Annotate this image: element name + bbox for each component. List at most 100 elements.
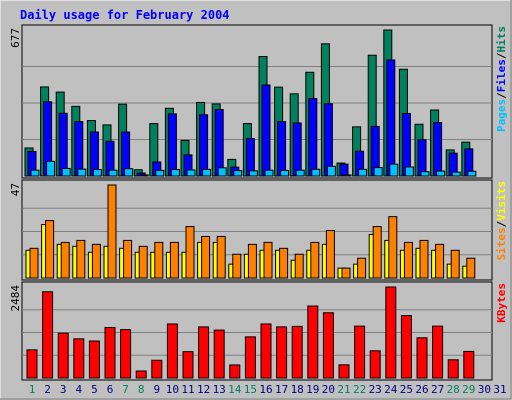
bar-kbytes — [447, 359, 459, 379]
bar-kbytes — [42, 291, 54, 379]
bar-pages — [233, 170, 243, 177]
bar-pages — [248, 170, 258, 177]
bar-kbytes — [166, 323, 178, 379]
bar-kbytes — [354, 325, 366, 379]
day-label: 4 — [75, 383, 82, 396]
bar-kbytes — [463, 350, 475, 379]
bar-files — [277, 121, 287, 177]
bar-sites — [45, 220, 55, 279]
bar-kbytes — [88, 340, 100, 379]
bar-pages — [30, 169, 40, 177]
bar-files — [323, 103, 333, 177]
bar-sites — [435, 243, 445, 279]
day-label: 15 — [244, 383, 257, 396]
bar-sites — [232, 253, 242, 279]
day-label: 22 — [353, 383, 366, 396]
bar-sites — [372, 226, 382, 279]
bar-sites — [154, 241, 164, 279]
bar-kbytes — [276, 326, 288, 379]
bar-sites — [310, 241, 320, 279]
bar-sites — [466, 257, 476, 279]
bar-kbytes — [322, 312, 334, 379]
bar-pages — [139, 174, 149, 177]
bar-kbytes — [120, 329, 132, 379]
day-axis: 1 2 3 4 5 6 7 8 9 10 11 12 13 14 15 16 17 18 19 20 21 22 23 24 2… — [29, 383, 507, 396]
bar-pages — [170, 169, 180, 177]
panel-visits-sites: 47 Sites/Visits — [9, 179, 508, 281]
day-label: 26 — [415, 383, 428, 396]
bar-kbytes — [307, 305, 319, 379]
day-label: 17 — [275, 383, 288, 396]
bar-files — [261, 84, 271, 177]
bar-kbytes — [369, 350, 381, 379]
legend-hits: Hits — [495, 26, 508, 53]
bar-kbytes — [291, 325, 303, 379]
bar-kbytes — [432, 325, 444, 379]
day-label: 29 — [462, 383, 475, 396]
day-label: 3 — [60, 383, 67, 396]
bar-kbytes — [26, 349, 38, 379]
legend-sites: Sites — [495, 227, 508, 260]
day-label: 9 — [153, 383, 160, 396]
day-label: 1 — [29, 383, 36, 396]
bar-kbytes — [338, 364, 350, 379]
bar-pages — [436, 170, 446, 177]
day-label: 2 — [44, 383, 51, 396]
day-label: 19 — [306, 383, 319, 396]
bar-kbytes — [416, 337, 428, 379]
day-label: 14 — [228, 383, 242, 396]
day-label: 25 — [400, 383, 413, 396]
day-label: 21 — [337, 383, 350, 396]
series-legend: Sites/Visits — [495, 181, 508, 261]
bar-sites — [138, 245, 148, 279]
bar-kbytes — [104, 326, 116, 379]
bar-sites — [185, 226, 195, 279]
day-label: 10 — [166, 383, 179, 396]
bar-pages — [92, 169, 102, 177]
bar-pages — [124, 168, 134, 177]
bar-kbytes — [135, 370, 147, 379]
day-label: 7 — [122, 383, 129, 396]
bar-kbytes — [400, 315, 412, 379]
day-label: 12 — [197, 383, 210, 396]
bar-files — [167, 113, 177, 177]
legend-separator: / — [495, 220, 508, 227]
bar-kbytes — [182, 351, 194, 379]
bar-files — [214, 109, 224, 177]
bar-sites — [341, 267, 351, 279]
legend-separator: / — [495, 52, 508, 59]
bar-pages — [108, 169, 118, 177]
bar-sites — [169, 241, 179, 279]
bar-pages — [264, 169, 274, 177]
bar-kbytes — [229, 364, 241, 379]
panel-frame — [21, 179, 493, 281]
bar-sites — [123, 239, 133, 279]
bar-files — [58, 112, 68, 177]
bar-sites — [325, 230, 335, 279]
day-label: 11 — [181, 383, 194, 396]
bar-pages — [404, 166, 414, 177]
bar-pages — [342, 174, 352, 177]
bar-kbytes — [385, 286, 397, 379]
bar-pages — [389, 163, 399, 177]
bar-pages — [61, 167, 71, 177]
bar-files — [417, 139, 427, 177]
bar-sites — [91, 243, 101, 279]
day-label: 8 — [138, 383, 145, 396]
bar-files — [74, 121, 84, 177]
bar-sites — [201, 235, 211, 279]
panel-kbytes: 2484 KBytes — [9, 281, 508, 381]
panel-frame — [21, 24, 493, 179]
bar-pages — [77, 168, 87, 177]
bar-sites — [450, 249, 460, 279]
ymax-label: 677 — [9, 28, 22, 48]
bar-pages — [155, 169, 165, 177]
bar-sites — [29, 247, 39, 279]
day-label: 20 — [322, 383, 335, 396]
bar-sites — [388, 216, 398, 279]
bar-sites — [107, 184, 117, 279]
day-label: 5 — [91, 383, 98, 396]
bar-pages — [373, 167, 383, 177]
bar-pages — [358, 168, 368, 177]
